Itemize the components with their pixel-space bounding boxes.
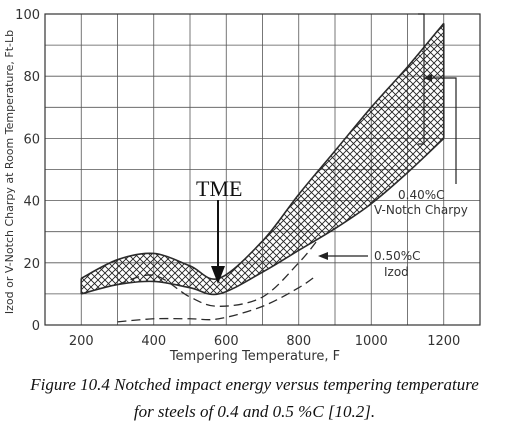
tick-labels: 200 400 600 800 1000 1200 0 20 40 60 80 100 <box>15 8 460 349</box>
x-axis-label: Tempering Temperature, F <box>169 349 340 364</box>
x-tick-label: 600 <box>214 334 239 349</box>
y-tick-label: 20 <box>23 257 40 272</box>
charpy-leader <box>424 77 457 184</box>
izod-label-line2: Izod <box>384 265 409 279</box>
x-tick-label: 200 <box>69 334 94 349</box>
plot-frame <box>44 13 481 326</box>
y-tick-label: 60 <box>23 132 40 147</box>
impact-energy-chart: 200 400 600 800 1000 1200 0 20 40 60 80 100 TME 0.4… <box>3 8 481 364</box>
charpy-upper-line <box>80 22 445 280</box>
data-bands <box>80 22 445 323</box>
charpy-label-line1: 0.40%C <box>398 188 445 202</box>
annotations: TME 0.40%C V-Notch Charpy 0.50%C Izod <box>196 13 468 284</box>
x-tick-label: 400 <box>141 334 166 349</box>
izod-label-line1: 0.50%C <box>374 249 421 263</box>
y-tick-label: 40 <box>23 195 40 210</box>
x-tick-label: 800 <box>286 334 311 349</box>
x-tick-label: 1000 <box>355 334 388 349</box>
figure-caption-line1: Figure 10.4 Notched impact energy versus… <box>30 375 479 394</box>
charpy-lower-line <box>81 137 445 296</box>
charpy-band-fill <box>81 23 444 295</box>
figure-caption-line2: for steels of 0.4 and 0.5 %C [10.2]. <box>133 402 376 421</box>
izod-lower-line <box>117 274 318 323</box>
charpy-bracket <box>418 13 425 145</box>
charpy-label-line2: V-Notch Charpy <box>374 203 468 217</box>
y-tick-label: 80 <box>23 70 40 85</box>
izod-leader-arrow <box>318 252 328 260</box>
charpy-leader-arrow <box>424 74 432 82</box>
y-tick-label: 0 <box>32 319 40 334</box>
x-tick-label: 1200 <box>427 334 460 349</box>
y-axis-label: Izod or V-Notch Charpy at Room Temperatu… <box>3 30 16 314</box>
y-tick-label: 100 <box>15 8 40 23</box>
tme-arrow-head <box>211 266 225 284</box>
tme-label: TME <box>196 176 242 201</box>
